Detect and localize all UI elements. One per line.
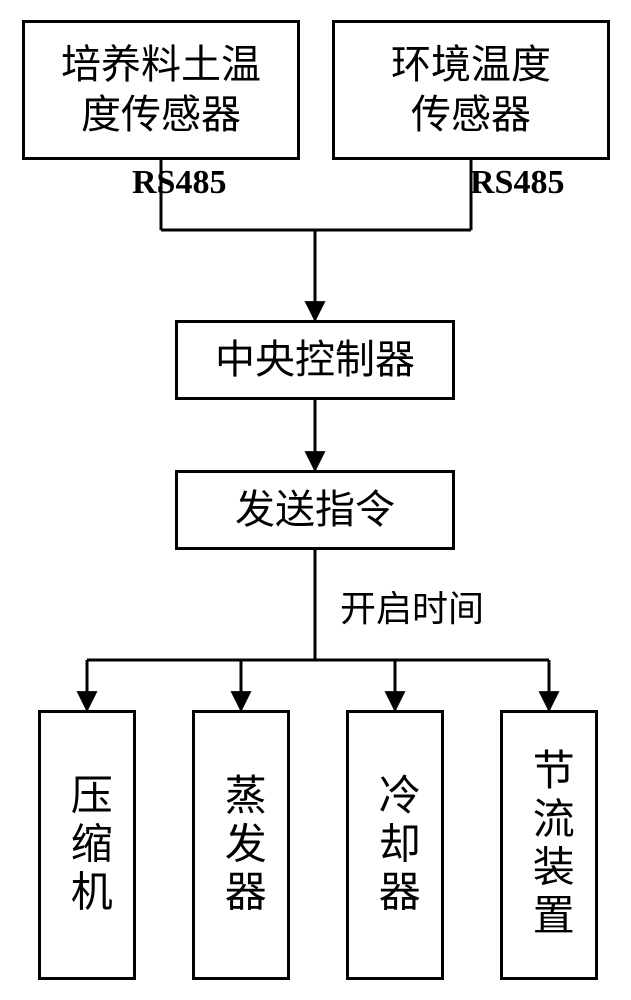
node-evaporator: 蒸发器 [192,710,290,980]
node-label: 中央控制器 [215,335,415,385]
rs485-label-right: RS485 [470,164,564,202]
node-label: 冷却器 [369,773,422,918]
node-soil-sensor: 培养料土温度传感器 [22,20,300,160]
node-label: 压缩机 [61,773,114,918]
node-label: 培养料土温度传感器 [61,40,261,140]
node-label: 发送指令 [235,485,395,535]
node-label: 环境温度传感器 [391,40,551,140]
diagram-canvas: 培养料土温度传感器 环境温度传感器 RS485 RS485 中央控制器 发送指令… [0,0,631,1000]
rs485-label-left: RS485 [132,164,226,202]
node-label: 蒸发器 [215,773,268,918]
node-send-command: 发送指令 [175,470,455,550]
node-compressor: 压缩机 [38,710,136,980]
node-controller: 中央控制器 [175,320,455,400]
edge-label-open-time: 开启时间 [340,580,484,632]
node-throttle: 节流装置 [500,710,598,980]
node-env-sensor: 环境温度传感器 [332,20,610,160]
node-cooler: 冷却器 [346,710,444,980]
node-label: 节流装置 [523,748,576,941]
